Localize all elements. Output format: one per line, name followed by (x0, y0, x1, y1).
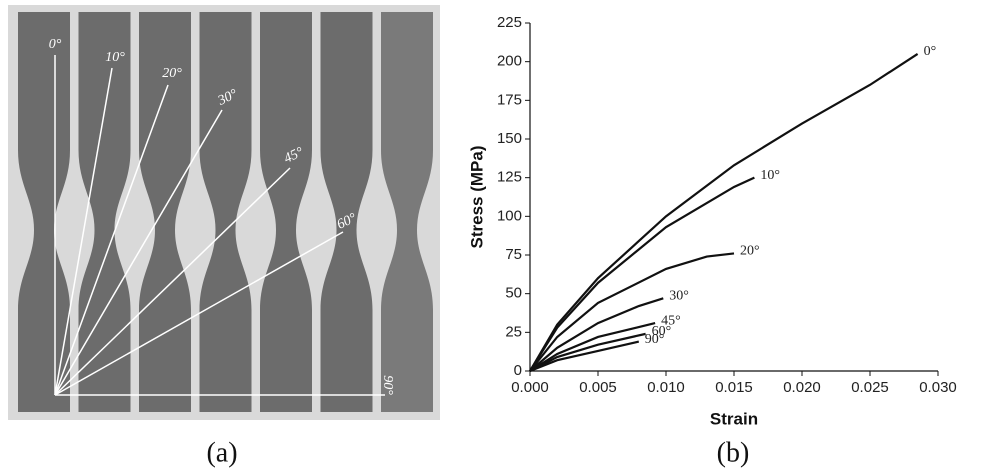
x-tick-label: 0.015 (715, 379, 753, 396)
angle-label: 90° (380, 375, 395, 395)
curve-label: 60° (652, 324, 672, 339)
angle-label: 0° (49, 37, 62, 52)
specimen (320, 12, 373, 412)
curve (529, 176, 755, 372)
specimen-photo: 0°10°20°30°45°60°90° (18, 12, 433, 412)
y-tick-label: 125 (497, 169, 522, 186)
specimen (260, 12, 312, 412)
curve (529, 297, 664, 372)
x-tick-label: 0.010 (647, 379, 685, 396)
angle-line (54, 109, 223, 396)
x-tick-label: 0.005 (579, 379, 617, 396)
curve-label: 30° (669, 289, 689, 304)
specimen (199, 12, 252, 412)
curve-label: 0° (924, 44, 937, 59)
y-axis-title: Stress (MPa) (467, 146, 486, 249)
specimen (139, 12, 191, 412)
y-tick-label: 0 (514, 362, 522, 379)
angle-line (54, 84, 169, 396)
curve (529, 252, 735, 372)
angle-label: 20° (162, 66, 182, 81)
y-tick-label: 225 (497, 14, 522, 31)
curve-label: 90° (645, 332, 665, 347)
curve-label: 45° (661, 313, 681, 328)
curve (529, 53, 919, 372)
y-tick-label: 25 (505, 323, 522, 340)
x-axis-title: Strain (710, 409, 758, 428)
x-tick-label: 0.020 (783, 379, 821, 396)
caption: (b) (717, 437, 750, 468)
y-tick-label: 75 (505, 246, 522, 263)
curve (529, 332, 646, 372)
y-tick-label: 150 (497, 130, 522, 147)
x-tick-label: 0.030 (919, 379, 957, 396)
curve-label: 10° (760, 168, 780, 183)
angle-line (54, 167, 291, 396)
y-tick-label: 50 (505, 285, 522, 302)
curve (529, 340, 640, 373)
curve-label: 20° (740, 244, 760, 259)
specimen (381, 12, 433, 412)
x-tick-label: 0.025 (851, 379, 889, 396)
y-tick-label: 100 (497, 207, 522, 224)
specimen (18, 12, 70, 412)
angle-line (54, 67, 113, 396)
caption: (a) (206, 437, 237, 468)
specimen (78, 12, 131, 412)
y-tick-label: 175 (497, 91, 522, 108)
y-tick-label: 200 (497, 53, 522, 70)
x-tick-label: 0.000 (511, 379, 549, 396)
curve (529, 321, 656, 372)
angle-label: 10° (105, 50, 125, 65)
angle-line (54, 231, 344, 396)
